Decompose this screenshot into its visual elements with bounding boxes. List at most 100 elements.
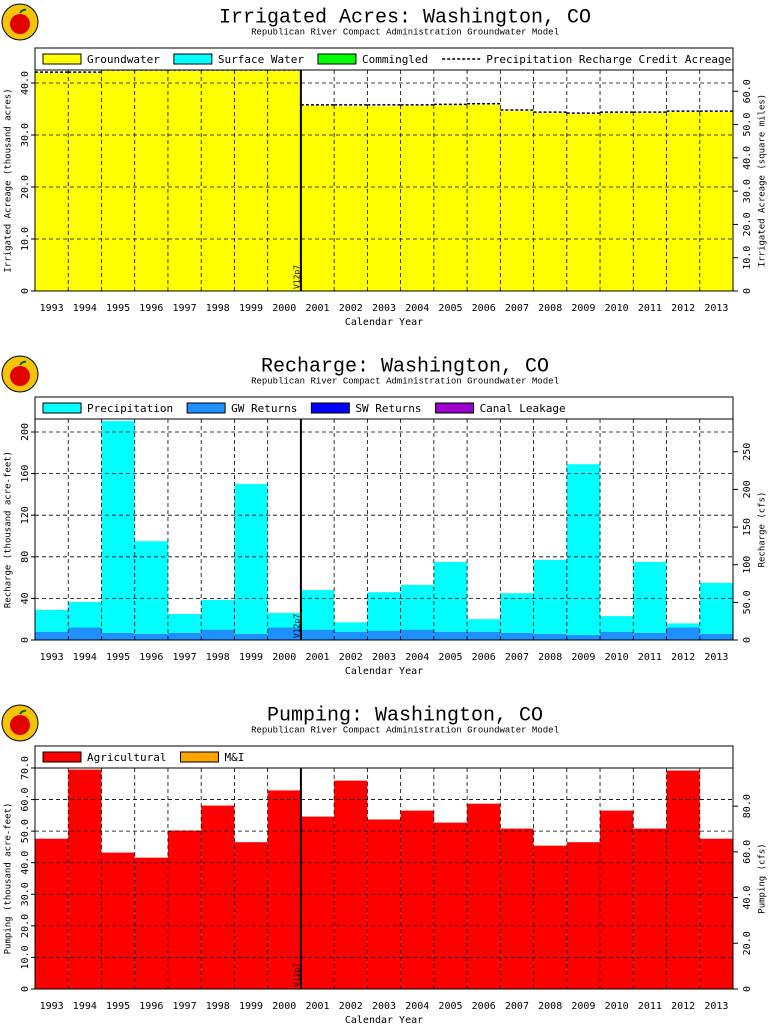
x-tick-label: 2010	[605, 652, 629, 663]
x-tick-label: 1999	[239, 303, 263, 314]
y2-tick-label: 60.0	[742, 79, 753, 103]
x-tick-label: 2003	[372, 1001, 396, 1012]
bar	[134, 71, 168, 291]
bar	[400, 584, 434, 630]
bar	[666, 627, 700, 640]
legend-swatch	[179, 751, 219, 763]
bar	[201, 629, 235, 640]
logo	[1, 355, 39, 393]
y2-tick-label: 0	[742, 288, 753, 294]
chart-title: Pumping: Washington, CO	[267, 704, 543, 727]
legend-label: Agricultural	[87, 751, 166, 764]
bar	[35, 609, 69, 632]
bar	[600, 810, 634, 989]
x-tick-label: 2008	[538, 1001, 562, 1012]
bar	[101, 71, 135, 291]
bar	[633, 562, 667, 633]
y-tick-label: 0	[20, 288, 31, 294]
bar	[134, 633, 168, 640]
bar	[666, 770, 700, 989]
y-tick-label: 70.0	[20, 756, 31, 780]
x-tick-label: 2006	[472, 303, 496, 314]
bar	[35, 73, 69, 292]
x-tick-label: 1993	[40, 652, 64, 663]
legend-swatch	[317, 53, 357, 65]
x-tick-label: 2012	[671, 1001, 695, 1012]
bar	[600, 616, 634, 632]
y-tick-label: 0	[20, 986, 31, 992]
x-axis-label: Calendar Year	[345, 317, 423, 328]
x-tick-label: 1997	[173, 303, 197, 314]
x-tick-label: 2000	[272, 1001, 296, 1012]
y-axis-label: Irrigated Acreage (thousand acres)	[4, 88, 14, 272]
x-tick-label: 2009	[571, 303, 595, 314]
y2-axis-label: Recharge (cfs)	[758, 492, 768, 568]
y2-tick-label: 40.0	[742, 146, 753, 170]
bar	[334, 631, 368, 640]
bar	[566, 842, 601, 989]
bar	[68, 602, 102, 628]
y2-tick-label: 30.0	[742, 179, 753, 203]
bar	[433, 562, 468, 632]
y2-tick-label: 80.0	[742, 794, 753, 818]
x-tick-label: 2006	[472, 1001, 496, 1012]
x-tick-label: 2007	[505, 303, 529, 314]
x-tick-label: 2000	[272, 303, 296, 314]
y-tick-label: 30.0	[20, 882, 31, 906]
bar	[367, 819, 401, 989]
x-tick-label: 2004	[405, 303, 429, 314]
bar	[666, 623, 700, 628]
y-tick-label: 200	[20, 423, 31, 441]
x-tick-label: 2007	[505, 652, 529, 663]
x-tick-label: 1995	[106, 1001, 130, 1012]
y-tick-label: 160	[20, 465, 31, 483]
bar	[234, 71, 268, 291]
bar	[600, 631, 634, 640]
y2-tick-label: 10.0	[742, 246, 753, 270]
bar	[633, 113, 667, 291]
x-tick-label: 2008	[538, 652, 562, 663]
bar	[267, 71, 301, 291]
y2-tick-label: 0	[742, 986, 753, 992]
bar	[334, 780, 368, 989]
legend-swatch	[42, 402, 82, 414]
bar	[400, 105, 434, 291]
y2-tick-label: 0	[742, 637, 753, 643]
bar	[467, 803, 501, 989]
x-tick-label: 2006	[472, 652, 496, 663]
x-tick-label: 1995	[106, 652, 130, 663]
bar	[467, 619, 501, 632]
x-tick-label: 1998	[206, 1001, 230, 1012]
x-tick-label: 2013	[704, 303, 728, 314]
y-tick-label: 40	[20, 592, 31, 604]
bar	[68, 627, 102, 640]
bar	[35, 838, 69, 989]
bar	[267, 790, 301, 989]
x-tick-label: 1997	[173, 652, 197, 663]
x-tick-label: 2009	[571, 652, 595, 663]
bar	[167, 632, 202, 640]
bar	[467, 104, 501, 291]
legend-label: GW Returns	[231, 402, 297, 415]
chart-subtitle: Republican River Compact Administration …	[251, 27, 559, 37]
x-axis-label: Calendar Year	[345, 1015, 423, 1024]
x-tick-label: 2002	[339, 303, 363, 314]
bar	[566, 464, 601, 635]
x-tick-label: 2012	[671, 652, 695, 663]
x-tick-label: 2013	[704, 1001, 728, 1012]
legend-swatch	[42, 53, 82, 65]
bar	[367, 630, 401, 640]
x-tick-label: 1998	[206, 303, 230, 314]
legend-swatch	[42, 751, 82, 763]
y-tick-label: 20.0	[20, 175, 31, 199]
legend-swatch	[173, 53, 213, 65]
x-tick-label: 2007	[505, 1001, 529, 1012]
x-tick-label: 2011	[638, 303, 662, 314]
x-tick-label: 1994	[73, 303, 97, 314]
y2-tick-label: 40.0	[742, 886, 753, 910]
bar	[699, 112, 733, 292]
bar	[533, 559, 567, 634]
legend-label: SW Returns	[355, 402, 421, 415]
x-tick-label: 2003	[372, 303, 396, 314]
x-tick-label: 2002	[339, 1001, 363, 1012]
